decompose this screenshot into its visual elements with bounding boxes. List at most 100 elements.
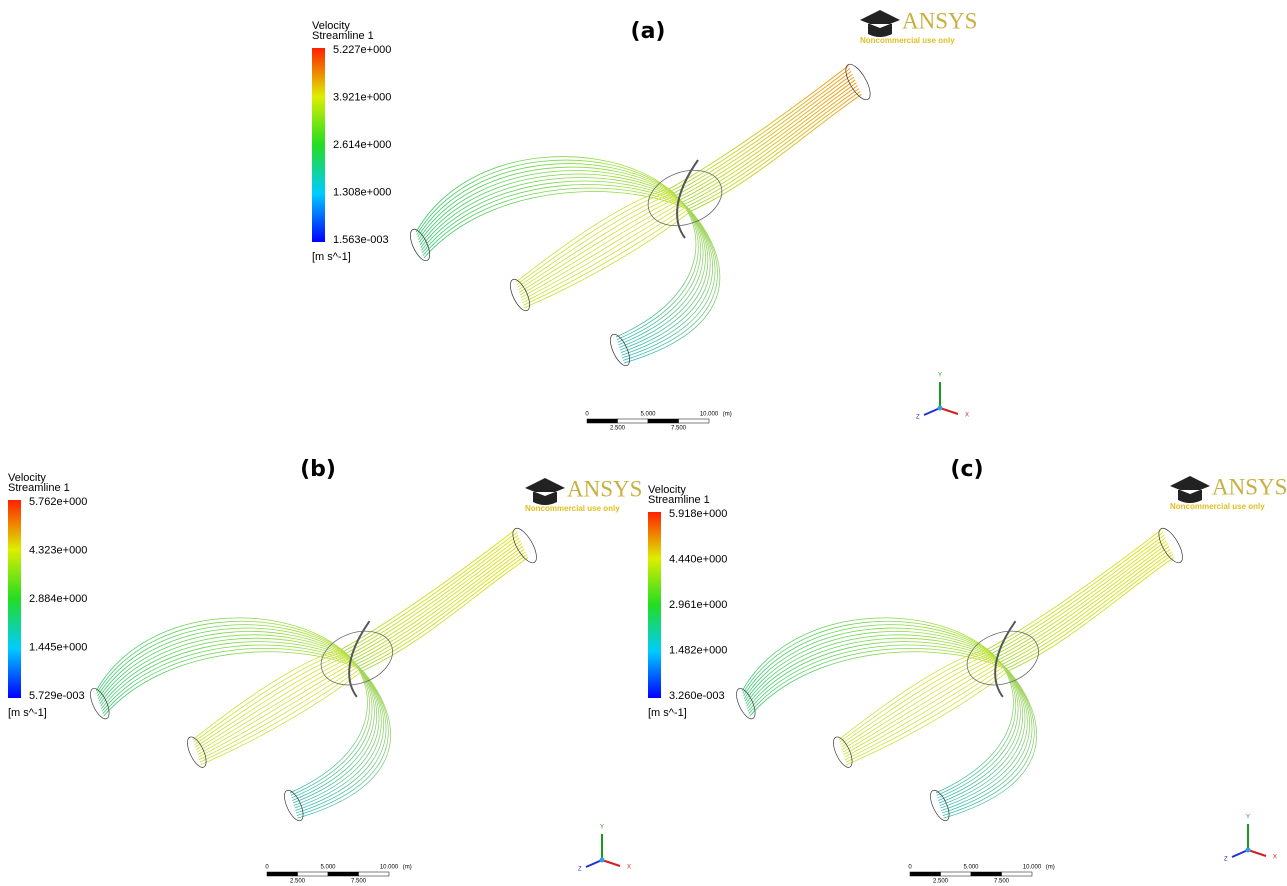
- streamline: [517, 69, 850, 285]
- streamline: [419, 77, 853, 242]
- logo-note: Noncommercial use only: [860, 36, 955, 45]
- legend-tick-label: 4.323e+000: [29, 544, 87, 556]
- scale-segment: [1002, 872, 1033, 876]
- streamline: [198, 546, 523, 754]
- legend-subtitle: Streamline 1: [648, 494, 710, 506]
- axis-origin: [600, 858, 605, 863]
- legend-tick-label: 5.227e+000: [333, 44, 391, 56]
- legend-subtitle: Streamline 1: [312, 30, 374, 42]
- streamlines: [87, 525, 541, 823]
- axis-origin: [938, 406, 943, 411]
- axis-z: [586, 860, 602, 867]
- axis-label-z: Z: [578, 867, 582, 873]
- scale-label: (m): [403, 865, 412, 871]
- streamline: [100, 544, 522, 704]
- streamline: [293, 541, 520, 803]
- streamline: [523, 91, 860, 305]
- scale-segment: [587, 419, 618, 423]
- streamline: [841, 535, 1164, 744]
- scale-segment: [618, 419, 649, 423]
- streamline: [520, 80, 855, 295]
- streamline: [938, 535, 1164, 798]
- streamline: [747, 549, 1170, 709]
- axis-label-x: X: [627, 865, 631, 871]
- legend-tick-label: 3.921e+000: [333, 91, 391, 103]
- streamline: [840, 533, 1163, 743]
- scale-label: 0: [585, 412, 589, 418]
- scale-segment: [910, 872, 941, 876]
- streamline: [620, 80, 855, 350]
- legend-tick-label: 1.308e+000: [333, 186, 391, 198]
- scale-label: 10.000: [1023, 865, 1042, 871]
- scale-label: 10.000: [700, 412, 719, 418]
- scale-segment: [298, 872, 329, 876]
- legend-tick-label: 1.482e+000: [669, 644, 727, 656]
- streamline: [418, 71, 851, 237]
- scale-label: 5.000: [320, 865, 336, 871]
- streamline: [616, 66, 848, 337]
- streamline: [846, 555, 1173, 763]
- streamline: [294, 544, 522, 806]
- axis-x: [602, 860, 620, 866]
- streamline: [618, 71, 851, 342]
- logo-brand: ANSYS: [567, 476, 642, 501]
- streamline: [195, 535, 518, 744]
- panel-label: (b): [300, 457, 336, 482]
- legend-unit: [m s^-1]: [8, 707, 47, 719]
- streamline: [101, 549, 524, 709]
- streamline: [291, 533, 517, 796]
- streamline: [290, 530, 515, 793]
- streamline: [420, 80, 855, 245]
- panel-label: (a): [631, 19, 666, 44]
- logo-hat: [1170, 476, 1210, 503]
- axis-label-z: Z: [916, 415, 920, 421]
- streamline: [617, 69, 850, 340]
- logo-hat: [525, 478, 565, 505]
- streamline: [422, 86, 858, 250]
- legend-subtitle: Streamline 1: [8, 482, 70, 494]
- logo-note: Noncommercial use only: [525, 504, 620, 513]
- scale-label: 2.500: [610, 426, 626, 432]
- axis-label-z: Z: [1224, 857, 1228, 863]
- scale-label: 7.500: [671, 426, 687, 432]
- legend-tick-label: 2.884e+000: [29, 593, 87, 605]
- streamline: [200, 555, 527, 763]
- legend-tick-label: 1.563e-003: [333, 234, 389, 246]
- streamline: [843, 544, 1168, 753]
- panel: (c)VelocityStreamline 15.918e+0004.440e+…: [648, 457, 1287, 885]
- axis-label-y: Y: [1246, 815, 1250, 821]
- legend-tick-label: 2.614e+000: [333, 139, 391, 151]
- streamline: [98, 535, 518, 696]
- streamline: [521, 83, 857, 298]
- streamline: [944, 557, 1174, 818]
- streamline: [518, 71, 851, 287]
- streamline: [936, 530, 1161, 793]
- streamline: [296, 552, 525, 813]
- scale-label: 10.000: [380, 865, 399, 871]
- panel: (a)VelocityStreamline 15.227e+0003.921e+…: [312, 8, 977, 431]
- color-bar: [312, 48, 325, 242]
- scale-label: 2.500: [933, 879, 949, 885]
- legend-tick-label: 2.961e+000: [669, 599, 727, 611]
- streamline: [99, 541, 520, 701]
- scale-label: 5.000: [963, 865, 979, 871]
- axis-x: [1248, 850, 1266, 856]
- axis-label-y: Y: [938, 373, 942, 379]
- streamline: [937, 533, 1163, 796]
- scale-segment: [267, 872, 298, 876]
- streamline: [194, 533, 517, 743]
- axis-label-x: X: [965, 413, 969, 419]
- scale-label: 7.500: [994, 879, 1010, 885]
- scale-label: (m): [1046, 865, 1055, 871]
- streamline: [844, 546, 1169, 754]
- streamline: [424, 94, 862, 258]
- streamline: [624, 94, 862, 363]
- streamline: [750, 557, 1174, 716]
- streamline: [298, 557, 528, 818]
- legend-tick-label: 5.762e+000: [29, 496, 87, 508]
- legend-tick-label: 3.260e-003: [669, 690, 725, 702]
- streamline: [622, 89, 859, 358]
- axis-z: [1232, 850, 1248, 857]
- color-bar: [8, 500, 21, 698]
